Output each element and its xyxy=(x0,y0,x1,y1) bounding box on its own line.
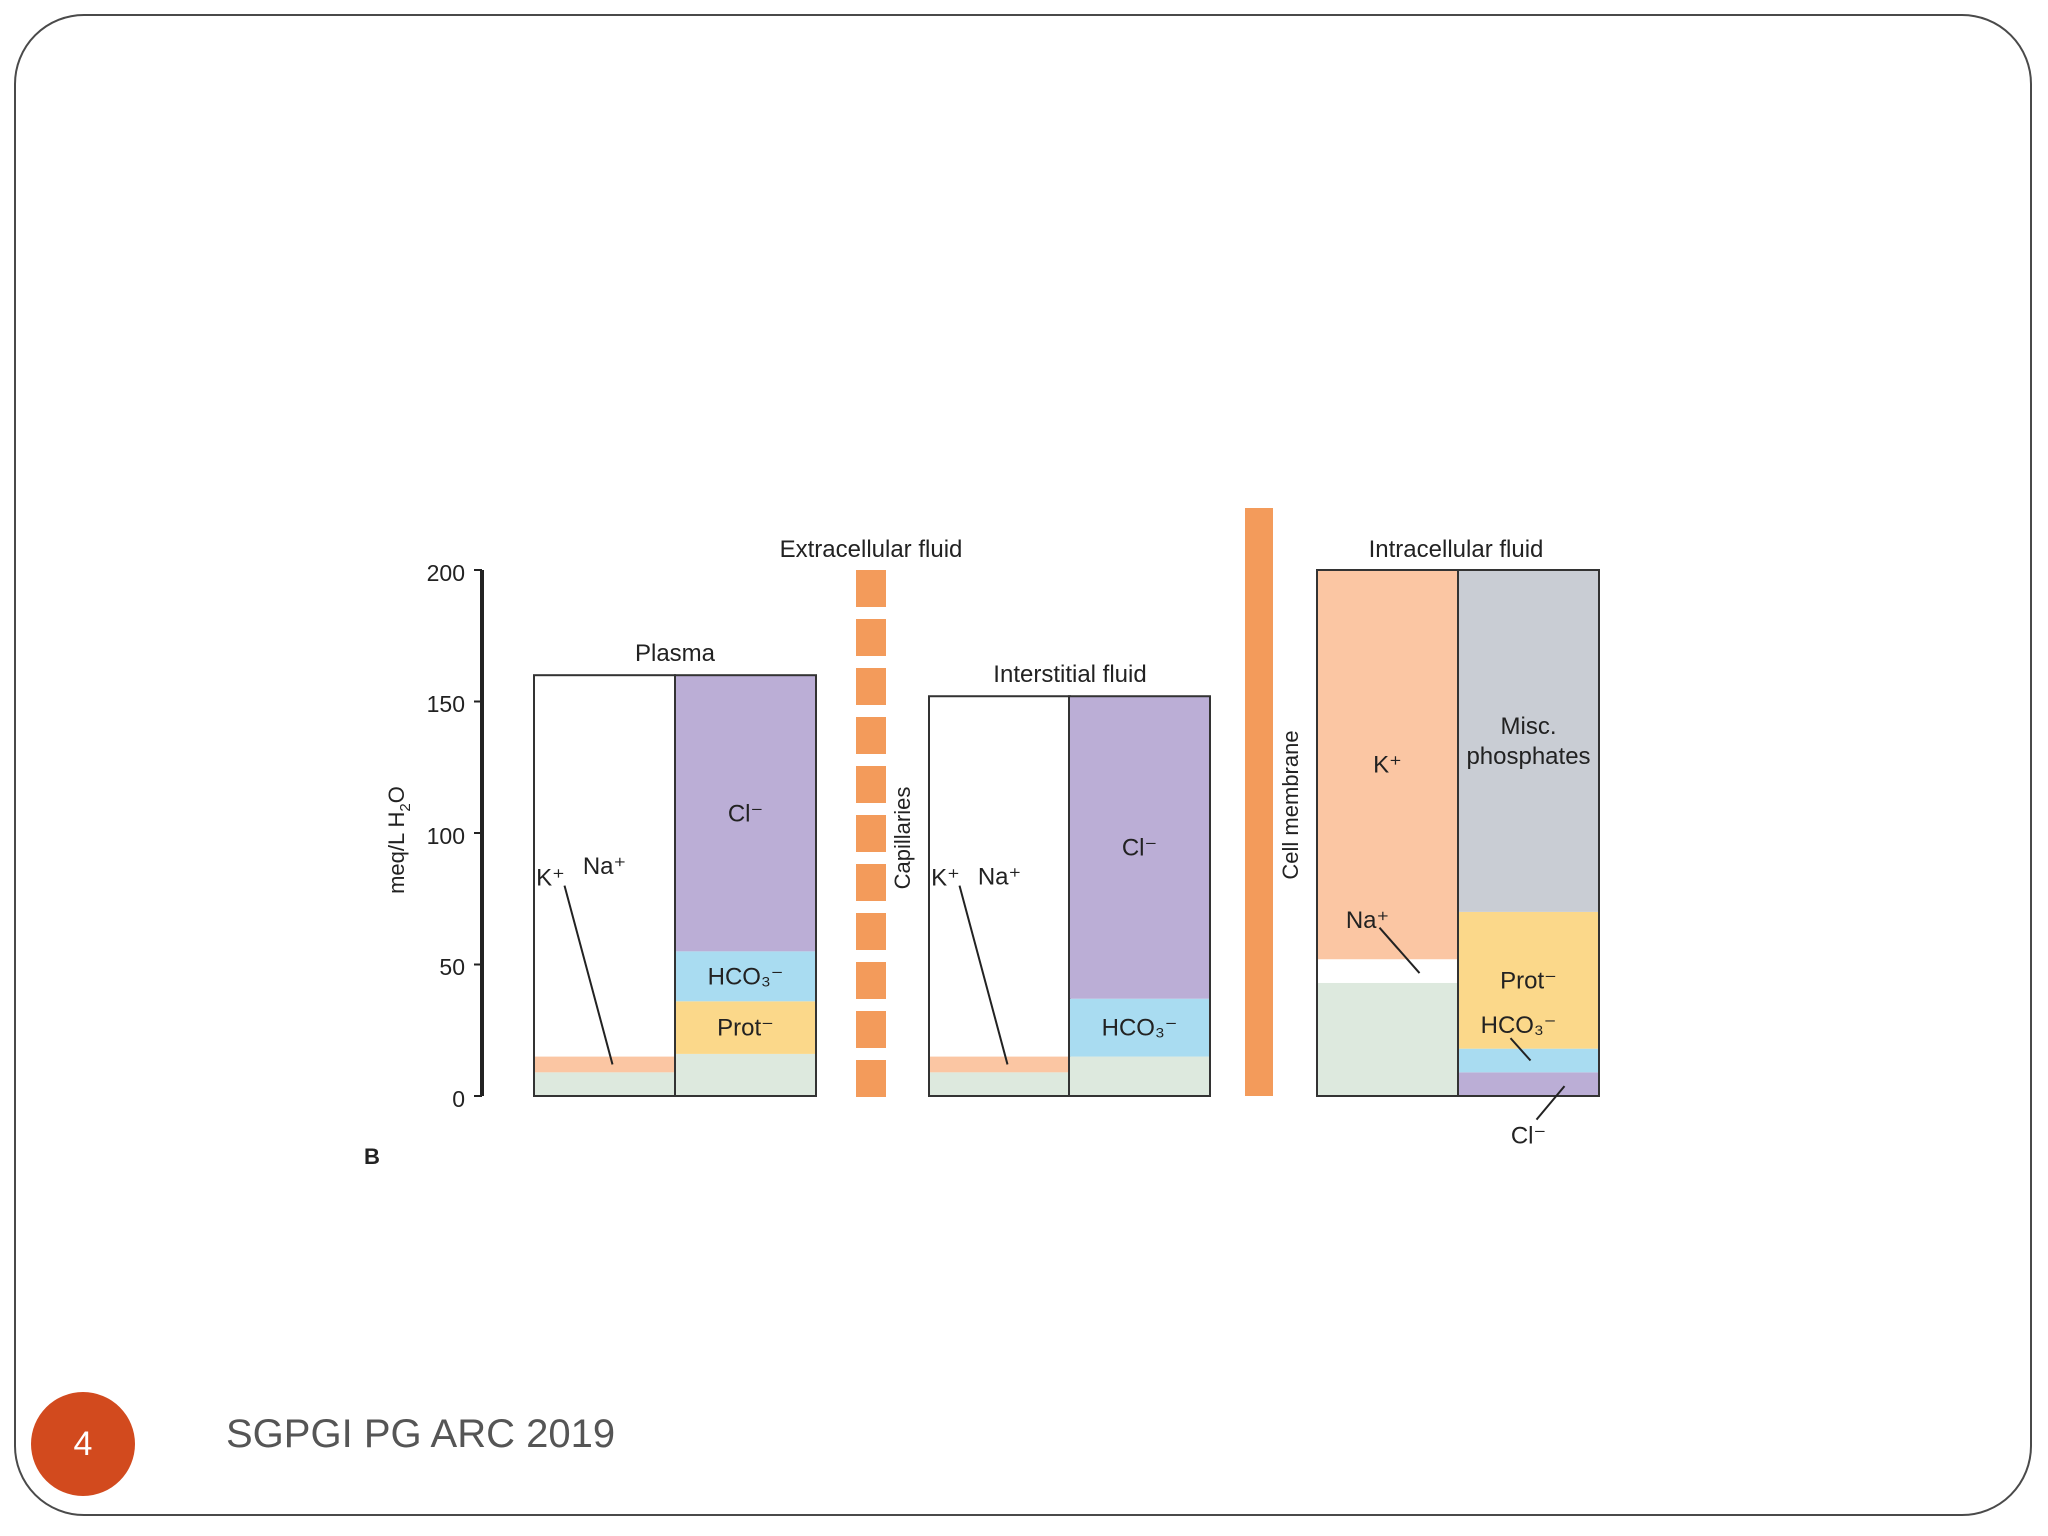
intracellular-fluid-label: Intracellular fluid xyxy=(1369,536,1544,563)
leader-line xyxy=(958,885,1009,1065)
segment-label-misc: Misc. xyxy=(1501,713,1557,740)
cell-membrane-bar xyxy=(1245,508,1273,1096)
leader-line xyxy=(1535,1085,1566,1121)
bar-segment-k xyxy=(1317,570,1458,960)
bar-segment-hco3 xyxy=(1069,998,1210,1057)
capillary-segment xyxy=(856,717,886,754)
y-tick-label: 100 xyxy=(427,823,465,849)
bar-segment-other xyxy=(675,1053,816,1096)
bar-outline xyxy=(674,674,817,1097)
segment-label-na: Na⁺ xyxy=(583,853,626,880)
capillaries-barrier xyxy=(856,570,886,1097)
group-title: Interstitial fluid xyxy=(993,661,1146,688)
group-title: Plasma xyxy=(635,640,716,667)
bar-segment-cl xyxy=(1458,1072,1599,1096)
segment-label-hco3: HCO₃⁻ xyxy=(1481,1012,1557,1039)
segment-label-hco3: HCO₃⁻ xyxy=(1102,1015,1178,1042)
footer-text: SGPGI PG ARC 2019 xyxy=(226,1412,616,1456)
cell-membrane-label: Cell membrane xyxy=(1278,730,1303,879)
panel-letter: B xyxy=(364,1144,380,1169)
capillaries-label: Capillaries xyxy=(890,787,915,890)
bar-segment-other xyxy=(1069,1056,1210,1096)
leader-line xyxy=(1378,927,1421,974)
bar-segment-na xyxy=(534,675,675,1057)
y-tick-label: 50 xyxy=(439,954,465,980)
bar-segment-other xyxy=(1317,982,1458,1096)
bar-stacks: Plasma K⁺ Na⁺ Prot⁻ HCO₃⁻ Cl⁻ Interstitial flu… xyxy=(533,569,1600,1149)
capillary-segment xyxy=(856,619,886,656)
leader-line xyxy=(1509,1037,1532,1062)
y-ticks: 200 150 100 50 0 xyxy=(427,560,482,1112)
bar-segment-misc xyxy=(1458,570,1599,912)
bar-segment-other xyxy=(929,1072,1070,1096)
segment-label-prot: Prot⁻ xyxy=(1500,967,1557,994)
segment-label-misc: phosphates xyxy=(1466,743,1590,770)
segment-label-na: Na⁺ xyxy=(1346,907,1389,934)
bar-outline xyxy=(1068,695,1211,1097)
extracellular-fluid-label: Extracellular fluid xyxy=(780,536,963,563)
y-tick-label: 200 xyxy=(427,560,465,586)
bar-segment-prot xyxy=(675,1001,816,1054)
bar-segment-k xyxy=(929,1056,1070,1073)
segment-label-cl: Cl⁻ xyxy=(1122,834,1157,861)
capillary-segment xyxy=(856,962,886,999)
capillary-segment xyxy=(856,1011,886,1048)
bar-segment-hco3 xyxy=(1458,1048,1599,1073)
segment-label-cl: Cl⁻ xyxy=(1511,1122,1546,1149)
bar-outline xyxy=(1457,569,1600,1097)
y-tick-label: 0 xyxy=(452,1086,465,1112)
segment-label-k: K⁺ xyxy=(536,865,565,892)
capillary-segment xyxy=(856,815,886,852)
bar-segment-prot xyxy=(1458,911,1599,1049)
bar-segment-cl xyxy=(1069,696,1210,999)
bar-segment-k xyxy=(534,1056,675,1073)
bar-segment-other xyxy=(534,1072,675,1096)
segment-label-k: K⁺ xyxy=(1373,752,1402,779)
capillary-segment xyxy=(856,570,886,607)
segment-label-na: Na⁺ xyxy=(978,863,1021,890)
capillary-segment xyxy=(856,864,886,901)
segment-label-k: K⁺ xyxy=(931,865,960,892)
bar-segment-na xyxy=(929,696,1070,1057)
capillary-segment xyxy=(856,766,886,803)
page-number-badge: 4 xyxy=(31,1392,135,1496)
capillary-segment xyxy=(856,1060,886,1097)
y-tick-label: 150 xyxy=(427,691,465,717)
leader-line xyxy=(563,885,614,1065)
segment-label-prot: Prot⁻ xyxy=(717,1015,774,1042)
bar-segment-hco3 xyxy=(675,951,816,1002)
capillary-segment xyxy=(856,668,886,705)
bar-segment-na xyxy=(1317,959,1458,983)
slide-frame xyxy=(14,14,2032,1516)
bar-segment-cl xyxy=(675,675,816,952)
segment-label-cl: Cl⁻ xyxy=(728,800,763,827)
y-axis-label: meq/L H2O xyxy=(384,786,414,894)
segment-label-hco3: HCO₃⁻ xyxy=(708,963,784,990)
capillary-segment xyxy=(856,913,886,950)
